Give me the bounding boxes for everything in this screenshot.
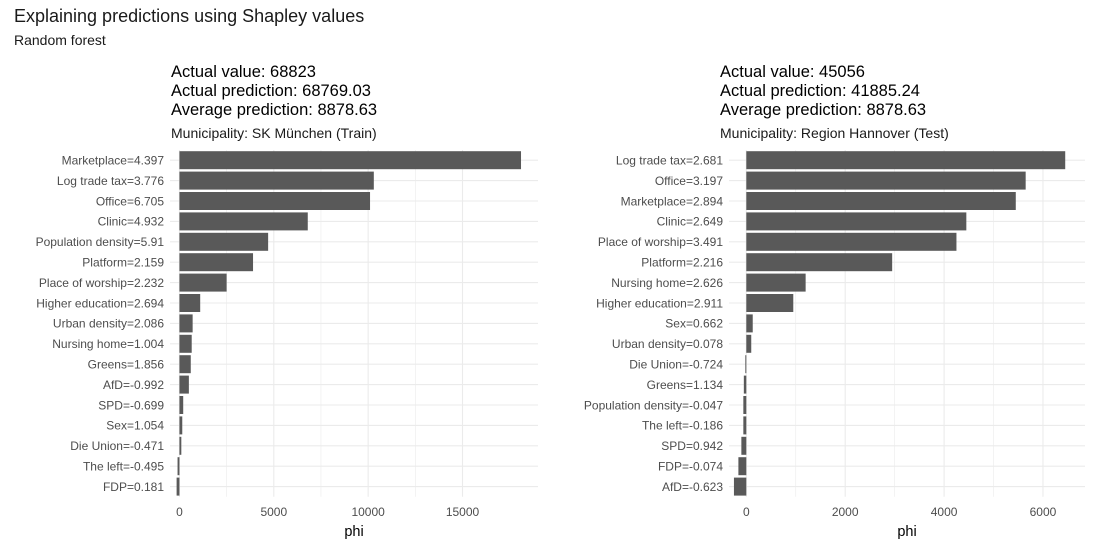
shap-bar bbox=[746, 314, 753, 333]
shap-bar bbox=[176, 477, 180, 496]
category-label: The left=-0.186 bbox=[642, 419, 723, 433]
category-label: The left=-0.495 bbox=[83, 460, 164, 474]
shap-bar bbox=[746, 151, 1066, 170]
shap-bar bbox=[179, 273, 227, 292]
panel-header-line: Actual prediction: 41885.24 bbox=[720, 82, 920, 100]
shap-bar bbox=[179, 436, 182, 455]
category-label: Population density=-0.047 bbox=[584, 398, 723, 412]
category-label: Higher education=2.911 bbox=[596, 296, 723, 310]
shap-bar bbox=[745, 355, 747, 374]
x-tick-label: 0 bbox=[176, 505, 183, 519]
x-tick-label: 5000 bbox=[260, 505, 287, 519]
category-label: SPD=-0.699 bbox=[98, 398, 164, 412]
x-tick-label: 15000 bbox=[446, 505, 480, 519]
x-tick-label: 0 bbox=[743, 505, 750, 519]
category-label: FDP=0.181 bbox=[103, 480, 164, 494]
category-label: Sex=1.054 bbox=[106, 419, 164, 433]
panel-header-line: Average prediction: 8878.63 bbox=[171, 101, 377, 119]
category-label: FDP=-0.074 bbox=[658, 460, 723, 474]
category-label: Greens=1.856 bbox=[88, 358, 165, 372]
shap-bar bbox=[179, 334, 192, 353]
shap-bar bbox=[179, 396, 184, 414]
shap-bar bbox=[179, 171, 374, 190]
category-label: Office=3.197 bbox=[655, 174, 723, 188]
category-label: Urban density=2.086 bbox=[53, 317, 164, 331]
shap-bar bbox=[746, 171, 1026, 190]
category-label: Log trade tax=3.776 bbox=[57, 174, 164, 188]
category-label: Clinic=2.649 bbox=[657, 215, 724, 229]
panel-header-line: Average prediction: 8878.63 bbox=[720, 101, 926, 119]
category-label: Marketplace=2.894 bbox=[621, 194, 724, 208]
shap-bar bbox=[741, 436, 747, 455]
shap-bar bbox=[746, 253, 893, 272]
category-label: Nursing home=1.004 bbox=[52, 337, 164, 351]
category-label: Higher education=2.694 bbox=[36, 296, 164, 310]
shap-bar bbox=[179, 355, 191, 374]
category-label: Office=6.705 bbox=[96, 194, 164, 208]
shap-bar bbox=[743, 416, 747, 435]
category-label: Nursing home=2.626 bbox=[611, 276, 723, 290]
x-axis-title: phi bbox=[897, 524, 916, 540]
panel-facet-title: Municipality: SK München (Train) bbox=[171, 125, 377, 141]
panel-header-line: Actual value: 68823 bbox=[171, 63, 316, 81]
shap-bar bbox=[746, 192, 1016, 210]
category-label: AfD=-0.992 bbox=[103, 378, 164, 392]
shap-bar bbox=[746, 294, 794, 312]
shap-bar bbox=[746, 212, 967, 231]
category-label: Platform=2.159 bbox=[82, 256, 164, 270]
category-label: Urban density=0.078 bbox=[612, 337, 723, 351]
shap-bar bbox=[743, 375, 747, 394]
panel-header-line: Actual prediction: 68769.03 bbox=[171, 82, 371, 100]
shap-bar bbox=[179, 232, 269, 251]
category-label: Place of worship=3.491 bbox=[598, 235, 723, 249]
shap-bar bbox=[179, 192, 371, 210]
shap-bar bbox=[179, 212, 308, 231]
shap-bar bbox=[179, 151, 522, 170]
shap-bar bbox=[738, 457, 747, 476]
category-label: Platform=2.216 bbox=[641, 256, 723, 270]
shap-bar bbox=[177, 457, 180, 476]
panel-facet-title: Municipality: Region Hannover (Test) bbox=[720, 125, 949, 141]
category-label: Sex=0.662 bbox=[665, 317, 723, 331]
category-label: Clinic=4.932 bbox=[98, 215, 165, 229]
x-tick-label: 2000 bbox=[832, 505, 859, 519]
x-tick-label: 4000 bbox=[931, 505, 958, 519]
chart-title: Explaining predictions using Shapley val… bbox=[14, 6, 365, 26]
x-tick-label: 6000 bbox=[1030, 505, 1057, 519]
category-label: Die Union=-0.471 bbox=[70, 439, 164, 453]
category-label: Greens=1.134 bbox=[647, 378, 724, 392]
shap-bar bbox=[743, 396, 747, 414]
shap-bar bbox=[179, 314, 193, 333]
category-label: Population density=5.91 bbox=[36, 235, 165, 249]
category-label: SPD=0.942 bbox=[661, 439, 723, 453]
x-axis-title: phi bbox=[344, 524, 363, 540]
category-label: AfD=-0.623 bbox=[662, 480, 723, 494]
category-label: Log trade tax=2.681 bbox=[616, 154, 723, 168]
category-label: Marketplace=4.397 bbox=[62, 154, 165, 168]
panel-header-line: Actual value: 45056 bbox=[720, 63, 865, 81]
shap-bar bbox=[179, 253, 254, 272]
shap-bar bbox=[733, 477, 747, 496]
shap-bar bbox=[746, 273, 806, 292]
shap-bar bbox=[179, 294, 201, 312]
shap-bar bbox=[746, 334, 752, 353]
category-label: Place of worship=2.232 bbox=[39, 276, 164, 290]
chart-subtitle: Random forest bbox=[14, 32, 106, 48]
shap-bar bbox=[179, 375, 189, 394]
shap-bar bbox=[746, 232, 957, 251]
x-tick-label: 10000 bbox=[351, 505, 385, 519]
shap-bar bbox=[179, 416, 183, 435]
category-label: Die Union=-0.724 bbox=[629, 358, 723, 372]
